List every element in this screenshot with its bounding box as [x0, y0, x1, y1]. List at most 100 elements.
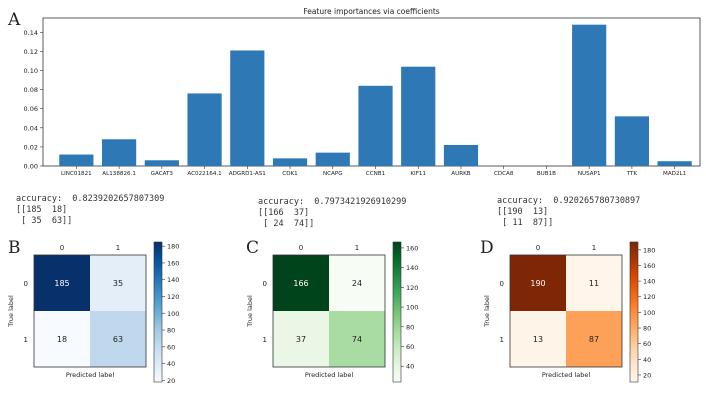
bar-al138826-1: [102, 139, 137, 166]
cm-x-tick-label: 1: [355, 244, 359, 252]
accuracy-block-d: accuracy: 0.920265780730897 [[190 13] [ …: [497, 196, 641, 228]
x-tick-label: AL138826.1: [102, 171, 136, 177]
panel-label-d: D: [480, 238, 494, 258]
x-tick-label: BUB1B: [537, 171, 556, 177]
x-tick-label: CCNB1: [366, 171, 386, 177]
x-tick-label: CDK1: [282, 171, 298, 177]
cm-cell-0-1: [90, 255, 146, 311]
x-tick-label: KIF11: [410, 171, 426, 177]
colorbar-tick-label: 100: [167, 310, 179, 318]
cm-value-0-1: 11: [589, 279, 599, 288]
cm-value-1-1: 87: [589, 335, 599, 344]
y-tick-label: 0.06: [24, 105, 38, 113]
cm-y-tick-label: 1: [500, 336, 504, 344]
cm-cell-0-1: [566, 255, 622, 311]
bar-mad2l1: [657, 161, 692, 166]
cm-y-tick-label: 1: [263, 336, 267, 344]
colorbar-tick-label: 140: [643, 278, 655, 286]
colorbar: [629, 241, 639, 383]
colorbar-tick-label: 100: [643, 309, 655, 317]
colorbar-tick-label: 120: [643, 293, 655, 301]
confusion-matrix-b: 185 35 18 63 0 1 0 1 Predicted label True label 18…: [7, 241, 179, 385]
chart-title: Feature importances via coefficients: [303, 7, 439, 16]
x-tick-label: LINC01821: [61, 171, 92, 177]
cm-x-tick-label: 0: [536, 244, 540, 252]
cm-cell-1-1: [329, 311, 385, 367]
y-tick-label: 0.08: [24, 86, 38, 94]
cm-frame: [509, 254, 623, 368]
colorbar-tick-label: 60: [406, 343, 414, 351]
cm-y-tick-label: 0: [263, 280, 267, 288]
accuracy-block-c: accuracy: 0.7973421926910299 [[166 37] […: [258, 197, 407, 229]
cm-cell-1-0: [34, 311, 90, 367]
panel-label-c: C: [246, 238, 260, 258]
cm-value-1-1: 74: [352, 335, 362, 344]
cm-x-axis-label: Predicted label: [542, 371, 590, 379]
cm-x-axis-label: Predicted label: [305, 371, 353, 379]
bar-gacat3: [144, 160, 179, 166]
cm-cell-0-0: [510, 255, 566, 311]
colorbar-tick-label: 160: [406, 244, 418, 252]
y-tick-label: 0.14: [24, 29, 38, 37]
colorbar-tick-label: 120: [167, 293, 179, 301]
y-tick-label: 0.10: [24, 67, 38, 75]
x-tick-label: AC022164.1: [187, 171, 222, 177]
cm-value-0-0: 185: [54, 279, 69, 288]
cm-frame: [33, 254, 147, 368]
panel-label-b: B: [8, 238, 21, 258]
colorbar-tick-label: 20: [643, 371, 651, 379]
cm-x-tick-label: 1: [592, 244, 596, 252]
cm-cell-1-0: [273, 311, 329, 367]
cm-y-tick-label: 1: [24, 336, 28, 344]
x-tick-label: ADGRD1-AS1: [229, 171, 266, 177]
x-tick-label: TTK: [626, 171, 638, 177]
confusion-matrix-d: 190 11 13 87 0 1 0 1 Predicted label True label 18…: [483, 241, 655, 383]
cm-x-tick-label: 1: [116, 244, 120, 252]
cm-cell-0-0: [273, 255, 329, 311]
x-tick-label: MAD2L1: [663, 171, 687, 177]
cm-cell-1-1: [566, 311, 622, 367]
colorbar-tick-label: 180: [167, 243, 179, 251]
x-tick-label: CDCA8: [494, 171, 514, 177]
colorbar-tick-label: 160: [167, 259, 179, 267]
cm-frame: [272, 254, 386, 368]
cm-cell-1-0: [510, 311, 566, 367]
panel-label-a: A: [8, 10, 21, 30]
cm-value-0-0: 190: [530, 279, 545, 288]
cm-x-tick-label: 0: [299, 244, 303, 252]
cm-y-axis-label: True label: [246, 295, 254, 328]
bar-aurkb: [443, 144, 479, 166]
colorbar-tick-label: 60: [643, 340, 651, 348]
colorbar-tick-label: 140: [167, 276, 179, 284]
bar-kif11: [401, 66, 436, 166]
colorbar-tick-label: 40: [167, 360, 175, 368]
cm-value-0-1: 24: [352, 279, 362, 288]
colorbar-tick-label: 40: [643, 356, 651, 364]
bar-ccnb1: [358, 85, 393, 166]
confusion-matrix-c: 166 24 37 74 0 1 0 1 Predicted label True label 16…: [246, 241, 418, 383]
y-tick-label: 0.04: [24, 124, 38, 132]
cm-value-1-1: 63: [113, 335, 123, 344]
bar-adgrd1-as1: [230, 50, 265, 166]
colorbar-tick-label: 180: [643, 246, 655, 254]
cm-cell-1-1: [90, 311, 146, 367]
cm-value-0-0: 166: [293, 279, 308, 288]
colorbar-tick-label: 140: [406, 264, 418, 272]
accuracy-block-b: accuracy: 0.8239202657807309 [[185 18] […: [16, 194, 165, 226]
cm-y-axis-label: True label: [7, 295, 15, 328]
colorbar: [153, 241, 163, 383]
cm-y-tick-label: 0: [500, 280, 504, 288]
colorbar-tick-label: 80: [643, 325, 651, 333]
colorbar-tick-label: 100: [406, 304, 418, 312]
colorbar-tick-label: 80: [406, 323, 414, 331]
y-tick-label: 0.00: [24, 163, 38, 171]
colorbar: [392, 241, 402, 383]
x-tick-label: NCAPG: [323, 171, 343, 177]
colorbar-tick-label: 80: [167, 327, 175, 335]
colorbar-tick-label: 20: [167, 377, 175, 385]
y-tick-label: 0.02: [24, 143, 38, 151]
colorbar-tick-label: 160: [643, 262, 655, 270]
x-tick-label: NUSAP1: [578, 171, 601, 177]
cm-y-axis-label: True label: [483, 295, 491, 328]
feature-importance-bar-chart: Feature importances via coefficients 0.00…: [24, 7, 701, 177]
